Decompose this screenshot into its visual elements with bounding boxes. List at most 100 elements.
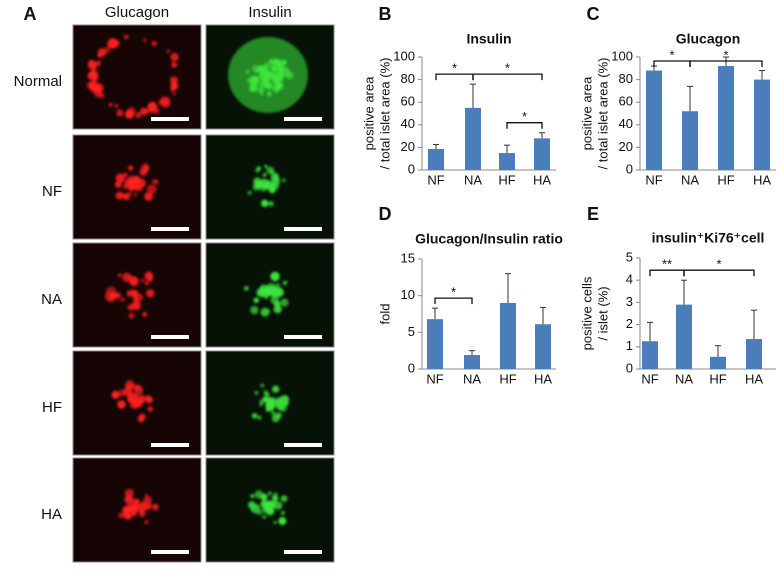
stain-dot	[131, 300, 142, 311]
stain-dot	[135, 112, 142, 119]
scale-bar	[284, 117, 322, 121]
y-tick-label: 60	[619, 94, 633, 109]
stain-dot	[151, 40, 157, 47]
stain-dot	[273, 492, 278, 496]
y-axis-label: positive cells	[579, 276, 594, 350]
x-tick-label: HA	[533, 172, 551, 187]
scale-bar	[284, 443, 322, 447]
x-tick-label: HF	[709, 371, 726, 386]
stain-dot	[268, 200, 274, 207]
stain	[104, 271, 155, 319]
y-tick-label: 2	[626, 316, 633, 331]
stain-dot	[243, 285, 249, 291]
stain-dot	[130, 393, 139, 402]
stain-dot	[285, 71, 294, 80]
y-tick-label: 1	[626, 338, 633, 353]
stain-dot	[142, 312, 147, 317]
stain-dot	[265, 506, 275, 516]
stain-dot	[146, 184, 157, 195]
stain-dot	[109, 40, 118, 49]
stain-dot	[152, 103, 156, 108]
stain-dot	[260, 92, 264, 96]
stain-dot	[267, 285, 278, 296]
significance-label: *	[723, 47, 728, 62]
x-tick-label: HA	[534, 371, 552, 386]
y-tick-label: 0	[408, 360, 415, 375]
stain-dot	[253, 297, 260, 304]
bar	[499, 153, 515, 170]
stain-dot	[123, 511, 131, 519]
y-axis-label: / total islet area (%)	[377, 58, 392, 170]
significance-label: *	[505, 61, 510, 76]
row-label: HF	[42, 399, 62, 416]
y-tick-label: 0	[626, 360, 633, 375]
chart-title: Glucagon	[676, 31, 741, 47]
x-tick-label: HF	[499, 371, 516, 386]
scale-bar	[151, 227, 189, 231]
stain-dot	[122, 183, 129, 190]
stain-dot	[118, 512, 125, 519]
stain-dot	[132, 175, 141, 184]
scale-bar	[151, 117, 189, 121]
bar	[754, 79, 770, 170]
stain-dot	[170, 76, 179, 85]
y-axis-label: fold	[377, 304, 392, 325]
bar	[676, 304, 692, 369]
bar	[428, 148, 444, 170]
stain-dot	[134, 386, 144, 396]
x-tick-label: NF	[641, 371, 658, 386]
stain	[251, 383, 290, 423]
stain-dot	[280, 495, 288, 503]
significance-bracket	[434, 297, 473, 305]
stain-dot	[274, 283, 281, 289]
stain-dot	[265, 82, 270, 87]
stain-dot	[172, 91, 176, 96]
panel-letter: D	[379, 204, 392, 224]
column-header: Insulin	[248, 4, 291, 21]
column-header: Glucagon	[105, 4, 169, 21]
y-tick-label: 80	[401, 71, 415, 86]
significance-label: *	[716, 257, 721, 272]
stain-dot	[115, 191, 124, 200]
stain-dot	[144, 192, 153, 201]
stain-dot	[245, 69, 250, 74]
stain-dot	[271, 385, 280, 393]
stain-dot	[173, 63, 178, 68]
stain-dot	[276, 63, 283, 70]
stain-dot	[129, 276, 139, 287]
scale-bar	[151, 443, 189, 447]
stain-dot	[95, 60, 102, 66]
chart-title: Glucagon/Insulin ratio	[415, 231, 563, 247]
bar	[464, 355, 480, 369]
chart-title: Insulin	[466, 31, 511, 47]
stain-dot	[271, 494, 279, 502]
y-tick-label: 20	[401, 139, 415, 154]
stain-dot	[132, 498, 140, 506]
stain-dot	[249, 76, 259, 86]
bar	[682, 111, 698, 170]
stain-dot	[142, 38, 148, 43]
stain-dot	[272, 85, 280, 93]
stain-dot	[254, 390, 259, 395]
x-tick-label: NA	[463, 371, 481, 386]
stain-dot	[278, 517, 287, 526]
stain-dot	[261, 199, 269, 208]
stain-dot	[136, 401, 141, 406]
panel-letter: C	[587, 4, 600, 24]
stain-dot	[149, 108, 155, 113]
stain-dot	[250, 305, 259, 315]
x-tick-label: HF	[498, 172, 515, 187]
x-tick-label: NF	[645, 172, 662, 187]
stain-dot	[273, 501, 283, 510]
stain-dot	[115, 173, 125, 183]
stain-dot	[252, 64, 259, 72]
bar	[646, 70, 662, 170]
stain-dot	[249, 83, 258, 92]
scale-bar	[284, 550, 322, 554]
stain-dot	[267, 491, 273, 496]
stain-dot	[268, 185, 276, 194]
stain-dot	[138, 510, 146, 518]
stain-dot	[166, 49, 171, 54]
y-tick-label: 0	[408, 161, 415, 176]
y-tick-label: 3	[626, 294, 633, 309]
